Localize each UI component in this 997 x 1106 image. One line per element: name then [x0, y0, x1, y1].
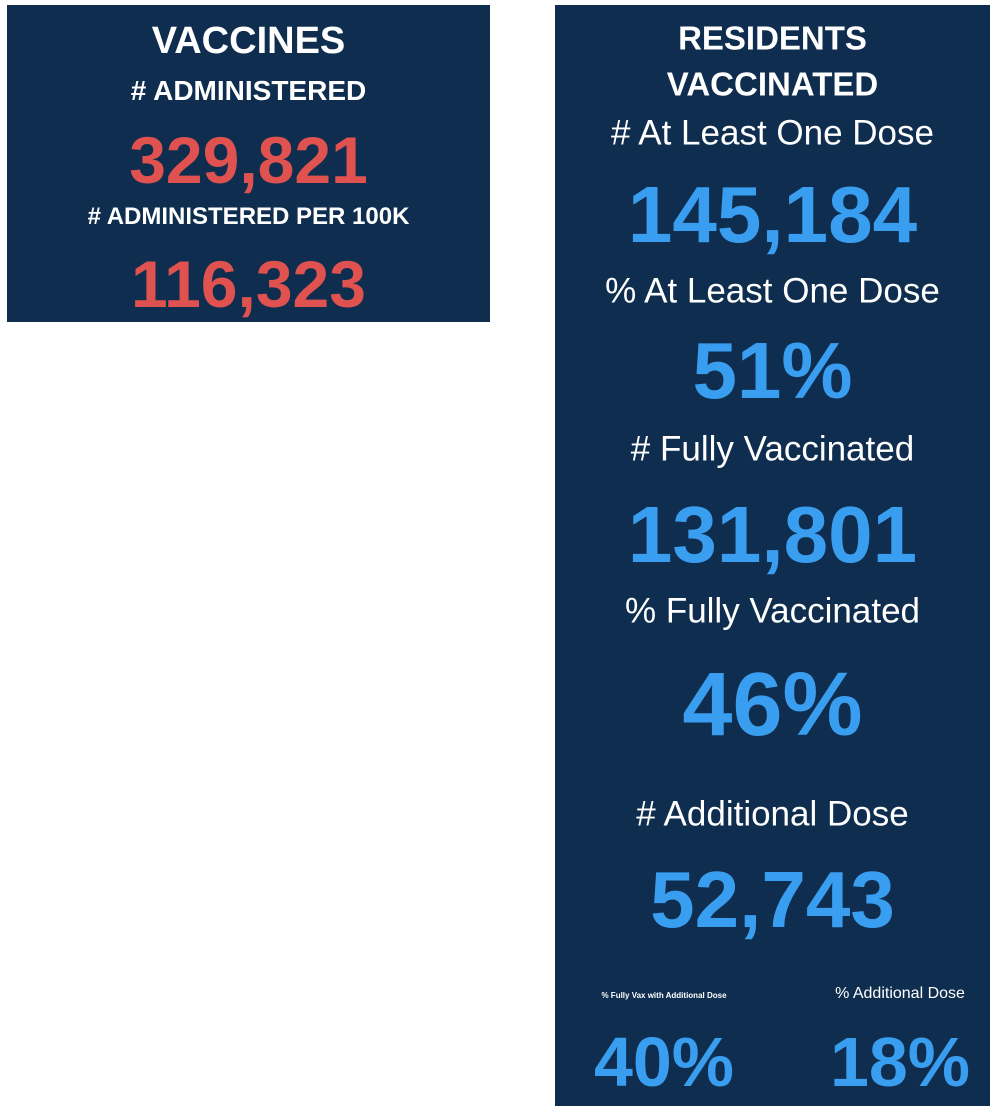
metric-value: 52,743 — [650, 855, 895, 944]
metric-value: 46% — [682, 655, 863, 755]
vaccines-panel: VACCINES # ADMINISTERED 329,821 # ADMINI… — [7, 5, 490, 322]
panel-title: VACCINATED — [666, 65, 879, 103]
metric-value: 116,323 — [131, 247, 366, 321]
metric-label: % At Least One Dose — [605, 271, 940, 311]
panel-title: RESIDENTS — [678, 19, 867, 57]
metric-label: # At Least One Dose — [611, 113, 934, 153]
bottom-left: % Fully Vax with Additional Dose 40% — [555, 5, 773, 1106]
residents-panel: RESIDENTS VACCINATED # At Least One Dose… — [555, 5, 990, 1106]
metric-label: % Additional Dose — [835, 985, 965, 1002]
panel-title: VACCINES — [151, 20, 346, 62]
metric-value: 145,184 — [627, 170, 918, 259]
metric-label: % Fully Vaccinated — [624, 591, 921, 631]
metric-value: 18% — [829, 1023, 971, 1101]
metric-label: # Additional Dose — [636, 794, 909, 834]
bottom-right: % Additional Dose 18% — [791, 5, 997, 1106]
metric-label: # ADMINISTERED — [130, 75, 367, 106]
metric-label: # Fully Vaccinated — [630, 429, 915, 469]
metric-value: 40% — [593, 1023, 735, 1101]
metric-label: % Fully Vax with Additional Dose — [601, 991, 727, 1000]
metric-label: # ADMINISTERED PER 100K — [87, 203, 410, 230]
metric-value: 131,801 — [627, 490, 918, 579]
metric-value: 51% — [692, 326, 853, 415]
metric-value: 329,821 — [129, 123, 368, 197]
